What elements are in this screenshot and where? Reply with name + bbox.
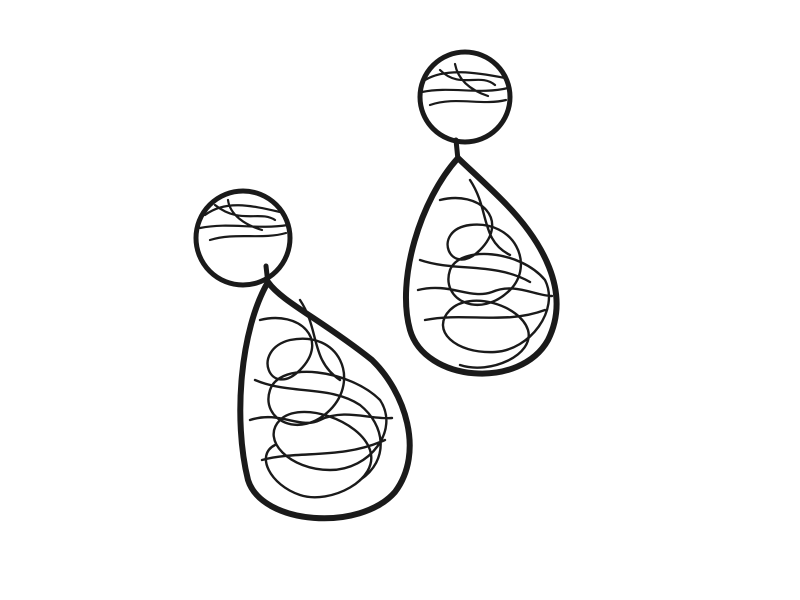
left-earring bbox=[193, 188, 413, 522]
stud-scribble bbox=[198, 198, 290, 242]
stud-ring bbox=[417, 49, 513, 145]
stud-ring bbox=[193, 188, 293, 288]
stud-scribble bbox=[420, 62, 510, 107]
teardrop-scribble bbox=[416, 178, 554, 369]
teardrop-scribble bbox=[248, 298, 394, 499]
teardrop-frame bbox=[402, 155, 560, 377]
right-earring bbox=[402, 49, 560, 377]
teardrop-frame bbox=[237, 279, 413, 522]
